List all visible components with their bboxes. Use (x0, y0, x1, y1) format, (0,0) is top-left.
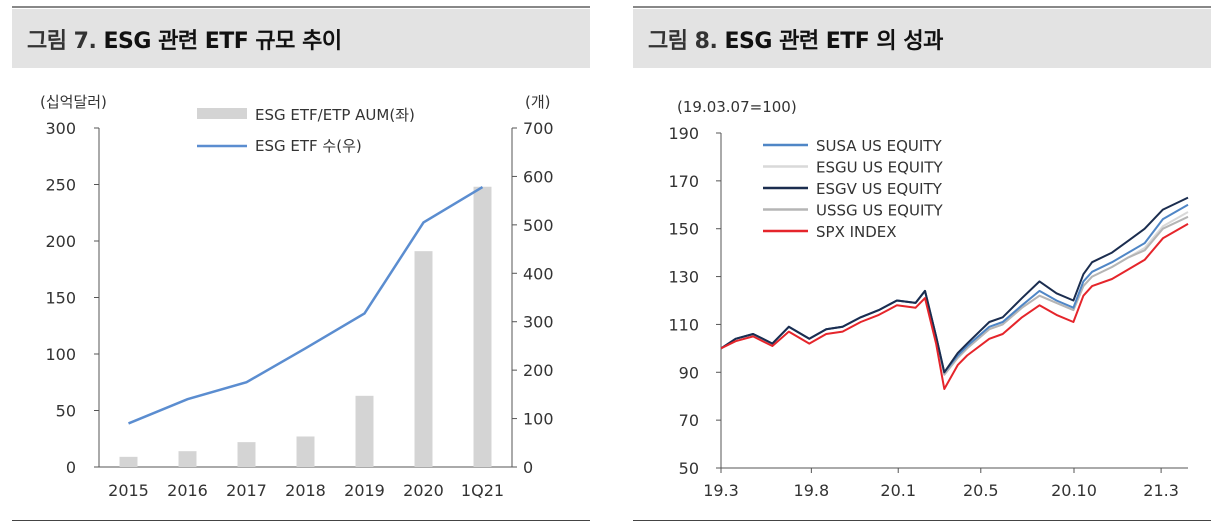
bar-2019 (355, 395, 374, 467)
left-axis-tick-label: 300 (45, 119, 76, 138)
figure8-panel: 그림 8. ESG 관련 ETF 의 성과 50 70 90 110 130 150 170… (633, 0, 1211, 528)
series-line-esgu (720, 211, 1189, 376)
right-axis-tick-label: 300 (523, 313, 554, 332)
figure8-title-number: 그림 8. (648, 29, 718, 54)
bar-2015 (119, 456, 138, 467)
series-line-esgv (720, 196, 1189, 374)
y-axis-tick-label: 150 (668, 220, 699, 239)
x-axis-tick-label: 20.5 (963, 481, 999, 500)
legend-bar-swatch (197, 108, 247, 119)
figure7-panel: 그림 7. ESG 관련 ETF 규모 추이 0 50 100 150 200 250 30… (12, 0, 590, 528)
figure7-title: 그림 7. ESG 관련 ETF 규모 추이 (27, 23, 342, 55)
unit-label: (19.03.07=100) (677, 98, 797, 116)
right-axis-tick-label: 700 (523, 119, 554, 138)
x-axis-tick-label: 19.8 (794, 481, 830, 500)
left-axis-tick-label: 0 (66, 458, 76, 477)
left-axis-tick-label: 50 (56, 402, 76, 421)
x-axis-tick-label: 1Q21 (461, 481, 504, 500)
x-axis-tick-label: 21.3 (1143, 481, 1179, 500)
bar-2018 (296, 436, 315, 467)
left-axis-tick-label: 250 (45, 176, 76, 195)
x-axis-tick-label: 2018 (285, 481, 326, 500)
left-axis-tick-label: 200 (45, 232, 76, 251)
x-axis-tick-label: 2019 (344, 481, 385, 500)
bar-2020 (414, 251, 433, 467)
figure7-title-number: 그림 7. (27, 29, 97, 54)
figure8-chart: 50 70 90 110 130 150 170 190 19.3 19.8 20.1 20.5 20.… (668, 98, 1189, 500)
figure7-chart: 0 50 100 150 200 250 300 0 100 200 300 400 500 600 700… (40, 93, 554, 500)
x-axis-tick-label: 2015 (108, 481, 149, 500)
y-axis-tick-label: 110 (668, 315, 699, 334)
x-axis-tick-label: 2020 (403, 481, 444, 500)
legend-label-spx: SPX INDEX (816, 223, 897, 241)
right-axis-tick-label: 500 (523, 216, 554, 235)
x-axis-tick-label: 19.3 (703, 481, 739, 500)
bar-1Q21 (473, 186, 492, 467)
y-axis-tick-label: 130 (668, 268, 699, 287)
left-axis-tick-label: 150 (45, 289, 76, 308)
bar-2016 (178, 451, 197, 467)
y-axis-tick-label: 70 (679, 411, 699, 430)
y-axis-tick-label: 90 (679, 363, 699, 382)
x-axis-tick-label: 20.1 (880, 481, 916, 500)
y-axis-tick-label: 170 (668, 172, 699, 191)
left-axis-unit: (십억달러) (40, 93, 107, 111)
right-axis-tick-label: 400 (523, 264, 554, 283)
legend-label-susa: SUSA US EQUITY (816, 137, 942, 155)
left-axis-tick-label: 100 (45, 345, 76, 364)
x-axis-tick-label: 20.10 (1051, 481, 1097, 500)
right-axis-tick-label: 100 (523, 410, 554, 429)
figure7-top-rule (12, 6, 590, 8)
legend-label-esgv: ESGV US EQUITY (816, 180, 943, 198)
figure8-bottom-rule (633, 520, 1211, 521)
series-line-ussg (720, 215, 1189, 376)
x-axis-tick-label: 2016 (167, 481, 208, 500)
y-axis-tick-label: 50 (679, 459, 699, 478)
legend-label-esgu: ESGU US EQUITY (816, 159, 943, 177)
y-axis-tick-label: 190 (668, 124, 699, 143)
figure8-title-bar (633, 9, 1211, 68)
figure8-top-rule (633, 6, 1211, 8)
bar-2017 (237, 442, 256, 467)
series-line-spx (720, 223, 1189, 390)
figure7-title-text: ESG 관련 ETF 규모 추이 (103, 29, 342, 54)
right-axis-tick-label: 200 (523, 361, 554, 380)
right-axis-tick-label: 0 (523, 458, 533, 477)
right-axis-tick-label: 600 (523, 167, 554, 186)
legend-label-ussg: USSG US EQUITY (816, 202, 944, 220)
figure8-title-text: ESG 관련 ETF 의 성과 (724, 29, 943, 54)
figure7-bottom-rule (12, 520, 590, 521)
right-axis-unit: (개) (525, 93, 551, 111)
line-esg-etf-count (128, 186, 484, 425)
figure7-title-bar (12, 9, 590, 68)
figure8-title: 그림 8. ESG 관련 ETF 의 성과 (648, 23, 943, 55)
legend-line-label: ESG ETF 수(우) (255, 137, 362, 155)
x-axis-tick-label: 2017 (226, 481, 267, 500)
legend-bar-label: ESG ETF/ETP AUM(좌) (255, 106, 415, 124)
